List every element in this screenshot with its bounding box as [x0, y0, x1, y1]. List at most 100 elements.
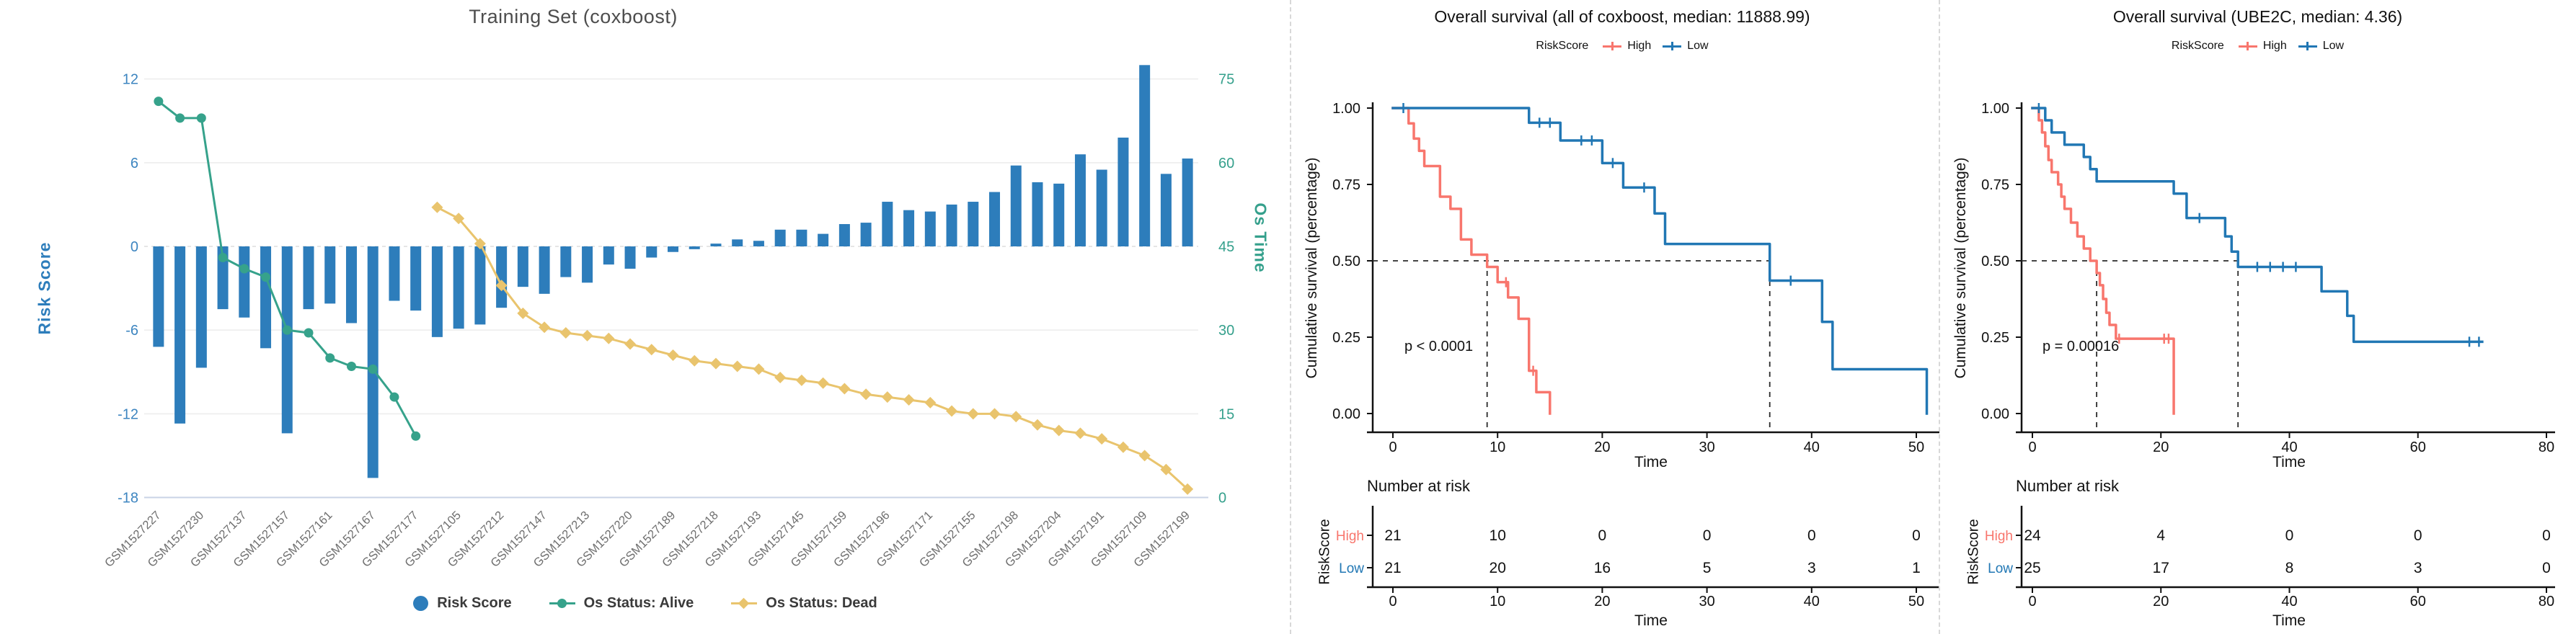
risk-score-tick: 12	[123, 72, 138, 88]
km-ube2c-title: Overall survival (UBE2C, median: 4.36)	[2112, 7, 2403, 26]
risk-table-time-tick: 50	[1908, 594, 1924, 610]
risk-table-time-tick: 0	[1389, 594, 1397, 610]
risk-score-bar	[324, 246, 336, 304]
legend-item-os-alive: Os Status: Alive	[549, 595, 694, 612]
number-at-risk-value: 10	[1490, 527, 1506, 544]
risk-table-time-tick: 10	[1490, 594, 1505, 610]
number-at-risk-value: 0	[1598, 527, 1607, 544]
legend-item-low: Low	[1663, 40, 1709, 53]
risk-row-label-low: Low	[1988, 561, 2013, 576]
dead-marker	[581, 329, 593, 341]
dead-marker	[1010, 411, 1022, 423]
alive-marker	[346, 361, 356, 371]
dead-marker	[988, 408, 1001, 420]
risk-score-bar	[367, 246, 379, 478]
dead-marker	[624, 338, 637, 350]
dead-marker	[795, 374, 807, 386]
high-plus-marker-icon	[1603, 41, 1622, 52]
risk-table-time-label: Time	[1634, 612, 1668, 629]
alive-marker	[368, 364, 378, 374]
risk-score-axis-label: Risk Score	[35, 241, 54, 335]
time-tick-label: 40	[1804, 439, 1820, 455]
os-time-tick: 15	[1218, 406, 1234, 422]
number-at-risk-value: 4	[2156, 527, 2165, 544]
risk-table-time-tick: 40	[2281, 594, 2297, 610]
time-tick-label: 20	[2153, 439, 2169, 455]
cumulative-survival-axis-label: Cumulative survival (percentage)	[1304, 157, 1320, 379]
p-value-text: p < 0.0001	[1404, 339, 1474, 354]
risk-score-bar	[1074, 154, 1086, 246]
risk-score-bar	[838, 224, 850, 246]
dead-marker	[1031, 419, 1043, 431]
survival-tick-label: 0.00	[1981, 406, 2009, 422]
km-curve-high	[2031, 107, 2175, 415]
risk-score-bar	[239, 246, 250, 318]
risk-score-bar	[753, 241, 764, 246]
dead-marker	[603, 332, 615, 344]
number-at-risk-value: 0	[2542, 527, 2551, 544]
number-at-risk-title: Number at risk	[2016, 477, 2120, 495]
risk-score-bar	[710, 244, 722, 246]
risk-score-bar	[968, 202, 979, 246]
risk-score-bar	[560, 246, 572, 277]
dead-marker	[774, 371, 787, 383]
panel-separator	[1290, 0, 1291, 634]
risk-score-bar	[646, 246, 658, 258]
p-value-text: p = 0.00016	[2042, 339, 2120, 354]
number-at-risk-value: 21	[1384, 527, 1401, 544]
dead-marker	[474, 238, 486, 250]
training-title: Training Set (coxboost)	[469, 6, 678, 27]
risk-table-axis-label: RiskScore	[1965, 519, 1982, 585]
risk-table-time-tick: 30	[1699, 594, 1714, 610]
risk-score-bar	[924, 211, 936, 246]
dead-marker	[431, 201, 443, 213]
risk-score-bar	[689, 246, 700, 249]
survival-tick-label: 0.25	[1981, 330, 2009, 346]
dead-marker	[731, 360, 743, 372]
dead-marker	[946, 405, 958, 417]
os-time-tick: 75	[1218, 72, 1234, 88]
dead-marker	[1053, 424, 1065, 437]
risk-score-bar	[1053, 183, 1065, 246]
risk-score-bar	[303, 246, 314, 310]
dead-marker	[517, 307, 529, 319]
survival-tick-label: 0.75	[1981, 177, 2009, 193]
time-tick-label: 60	[2410, 439, 2426, 455]
alive-line-circle-icon	[549, 597, 575, 610]
alive-marker	[411, 431, 421, 441]
dead-marker	[1096, 433, 1108, 445]
cumulative-survival-axis-label: Cumulative survival (percentage)	[1952, 157, 1969, 379]
risk-score-bar	[818, 233, 829, 246]
risk-table-time-label: Time	[2272, 612, 2306, 629]
risk-table-time-tick: 0	[2028, 594, 2036, 610]
risk-score-bar	[281, 246, 293, 434]
training-legend: Risk Score Os Status: Alive Os Status: D…	[68, 595, 1222, 612]
risk-table-time-tick: 20	[2153, 594, 2169, 610]
alive-marker	[196, 113, 206, 123]
low-plus-marker-icon	[1663, 41, 1682, 52]
risk-row-label-low: Low	[1339, 561, 1364, 576]
legend-item-high: High	[2238, 40, 2287, 53]
survival-tick-label: 0.50	[1981, 254, 2009, 269]
number-at-risk-value: 20	[1490, 560, 1506, 576]
risk-score-bar	[882, 202, 893, 246]
risk-score-tick: -6	[125, 323, 138, 339]
time-axis-label: Time	[1634, 454, 1668, 470]
risk-score-bar	[732, 239, 743, 246]
risk-score-bar	[1032, 182, 1043, 246]
risk-score-bar	[217, 246, 229, 310]
risk-table-time-tick: 20	[1594, 594, 1610, 610]
dead-marker	[1182, 483, 1194, 495]
risk-score-bar	[431, 246, 443, 337]
legend-high-label: High	[1627, 40, 1652, 52]
risk-score-bar	[989, 192, 1001, 246]
dead-marker	[453, 213, 465, 225]
risk-row-label-high: High	[1336, 529, 1364, 544]
risk-score-tick: 0	[130, 239, 138, 255]
dead-marker	[881, 391, 893, 403]
time-tick-label: 10	[1490, 439, 1505, 455]
number-at-risk-value: 17	[2153, 560, 2169, 576]
number-at-risk-value: 3	[1807, 560, 1816, 576]
